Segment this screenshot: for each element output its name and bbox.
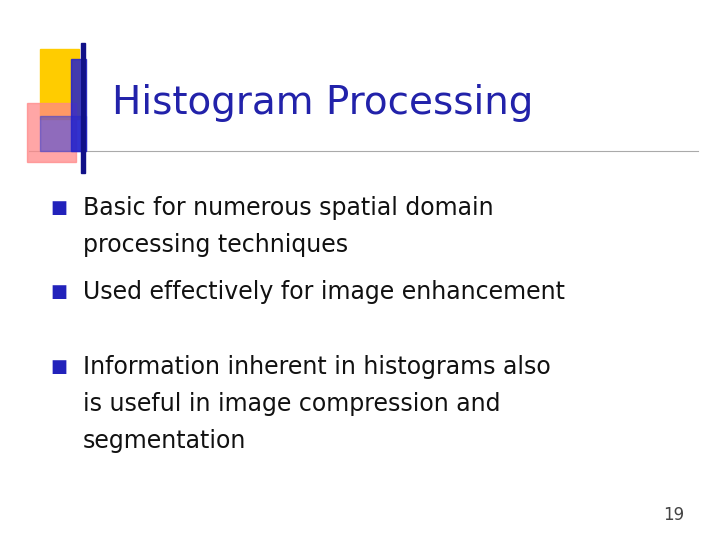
Text: Basic for numerous spatial domain: Basic for numerous spatial domain	[83, 196, 493, 220]
Bar	[27, 103, 76, 162]
Text: ■: ■	[50, 199, 68, 217]
Text: ■: ■	[50, 358, 68, 376]
Bar	[81, 43, 85, 173]
Text: is useful in image compression and: is useful in image compression and	[83, 392, 500, 416]
Text: processing techniques: processing techniques	[83, 233, 348, 256]
Text: Information inherent in histograms also: Information inherent in histograms also	[83, 355, 551, 379]
Text: Used effectively for image enhancement: Used effectively for image enhancement	[83, 280, 564, 303]
Text: ■: ■	[50, 282, 68, 301]
Bar	[40, 49, 79, 119]
Text: Histogram Processing: Histogram Processing	[112, 84, 533, 122]
Bar	[71, 59, 86, 151]
Text: 19: 19	[663, 506, 684, 524]
Text: segmentation: segmentation	[83, 429, 246, 453]
Bar	[40, 116, 86, 151]
